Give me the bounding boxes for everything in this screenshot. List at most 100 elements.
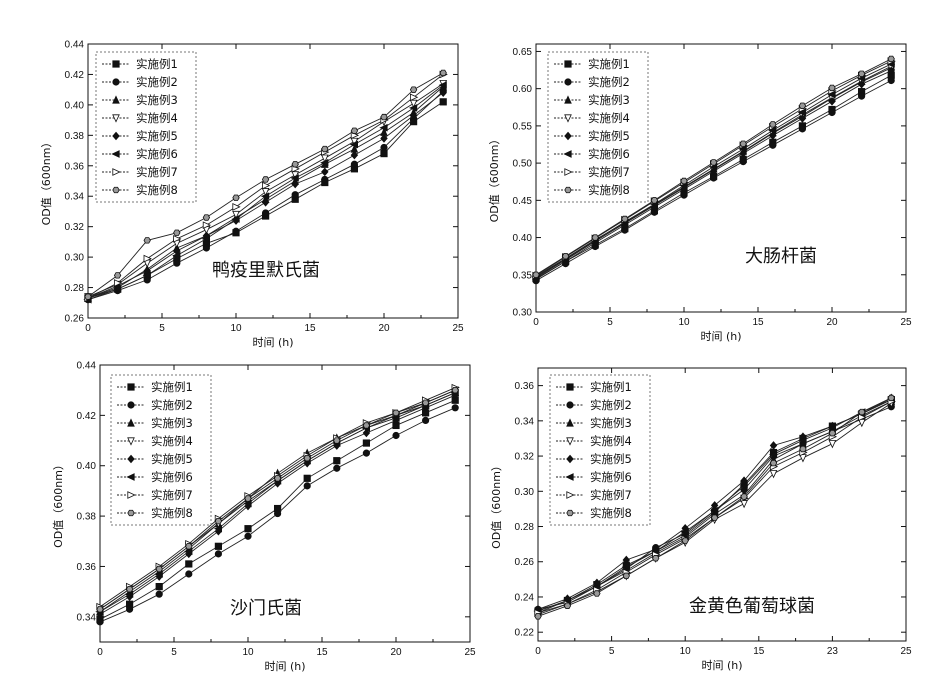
chart-e-coli: 0 5 10 15 20 25 0.30 0.35 0.40 0.45 0.50 0.55 0.60 0.… [488, 43, 912, 343]
legend-label: 实施例2 [151, 398, 193, 412]
axes [87, 43, 459, 319]
legend-label: 实施例3 [151, 416, 193, 430]
x-tick-label: 5 [607, 317, 613, 328]
legend-label: 实施例1 [590, 380, 632, 394]
y-tick-label: 0.42 [77, 411, 97, 422]
y-tick-label: 0.65 [513, 47, 533, 58]
data-point [887, 76, 895, 85]
y-tick-label: 0.60 [513, 84, 533, 95]
data-point [828, 429, 837, 437]
legend-marker [112, 95, 120, 104]
legend-label: 实施例5 [588, 129, 630, 143]
legend-box [547, 51, 649, 203]
data-point [261, 176, 270, 183]
legend-marker [563, 150, 572, 158]
x-tick-label: 25 [464, 647, 476, 658]
data-point [769, 141, 777, 149]
legend-label: 实施例7 [588, 165, 630, 179]
y-axis-label: OD值（600nm） [490, 460, 503, 549]
y-tick-label: 0.36 [515, 381, 535, 392]
legend-label: 实施例2 [588, 75, 630, 89]
x-tick-label: 25 [900, 646, 912, 657]
data-point [261, 188, 270, 197]
data-point [857, 70, 866, 77]
y-tick-label: 0.38 [77, 512, 97, 523]
legend-marker [564, 168, 573, 176]
data-point [184, 547, 193, 556]
data-point [451, 387, 459, 394]
legend-marker [564, 114, 572, 123]
legend-box [549, 374, 651, 526]
y-tick-label: 0.28 [65, 283, 85, 294]
legend-label: 实施例3 [136, 93, 178, 107]
data-point [303, 482, 311, 490]
legend: 实施例1 实施例2 实施例3 实施例4 实施例5 实施例6 实施例7 实施例8 [95, 51, 197, 203]
legend-label: 实施例3 [590, 416, 632, 430]
legend-marker [127, 509, 135, 517]
data-point [798, 125, 807, 133]
data-point [273, 475, 282, 482]
series-8 [84, 69, 447, 300]
x-tick-label: 15 [304, 323, 316, 334]
x-tick-label: 23 [827, 646, 839, 657]
data-point [379, 123, 388, 132]
legend-label: 实施例6 [590, 470, 632, 484]
data-point [202, 244, 210, 252]
data-point [769, 459, 778, 467]
legend-label: 实施例6 [588, 147, 630, 161]
y-tick-label: 0.40 [513, 233, 533, 244]
y-tick-label: 0.44 [77, 361, 97, 372]
data-point [439, 98, 447, 106]
legend-label: 实施例5 [151, 452, 193, 466]
y-axis-label: OD值（600nm） [40, 137, 53, 226]
data-point [350, 127, 359, 134]
y-tick-label: 0.28 [515, 522, 535, 533]
y-tick-label: 0.35 [513, 270, 533, 281]
data-point [260, 192, 270, 201]
legend-marker [112, 114, 120, 123]
x-tick-label: 10 [242, 647, 254, 658]
data-point [392, 431, 400, 440]
data-point [96, 606, 104, 613]
x-tick-label: 5 [171, 647, 177, 658]
data-point [185, 560, 193, 568]
data-point [125, 585, 134, 593]
data-point [739, 149, 747, 158]
legend-marker [566, 437, 574, 446]
y-tick-label: 0.45 [513, 196, 533, 207]
data-point [350, 150, 359, 160]
x-tick-label: 10 [680, 646, 692, 657]
legend-marker [112, 168, 121, 176]
data-point [350, 160, 358, 168]
data-point [887, 394, 895, 402]
series-8 [534, 394, 895, 620]
legend: 实施例1 实施例2 实施例3 实施例4 实施例5 实施例6 实施例7 实施例8 [547, 51, 649, 203]
legend-box [110, 374, 212, 526]
data-point [828, 84, 836, 92]
y-tick-label: 0.26 [515, 557, 535, 568]
data-point [622, 555, 631, 565]
data-point [291, 161, 299, 168]
y-tick-label: 0.36 [77, 562, 97, 573]
data-point [392, 409, 400, 417]
y-tick-label: 0.44 [65, 40, 85, 51]
data-point [798, 436, 807, 445]
x-tick-label: 25 [452, 323, 464, 334]
x-tick-label: 5 [609, 646, 615, 657]
legend-label: 实施例6 [136, 147, 178, 161]
legend-label: 实施例1 [588, 57, 630, 71]
data-point [303, 454, 311, 462]
data-point [243, 499, 252, 508]
x-tick-label: 20 [378, 323, 390, 334]
data-point [213, 524, 223, 533]
data-point [593, 590, 601, 597]
data-point [439, 88, 447, 98]
x-axis-label: 时间 (h) [252, 336, 293, 349]
data-point [680, 177, 688, 185]
data-point [112, 285, 122, 293]
legend-label: 实施例7 [590, 488, 632, 502]
data-point [391, 414, 400, 422]
data-point [261, 181, 271, 190]
legend-marker [564, 131, 572, 141]
data-point [532, 271, 540, 278]
